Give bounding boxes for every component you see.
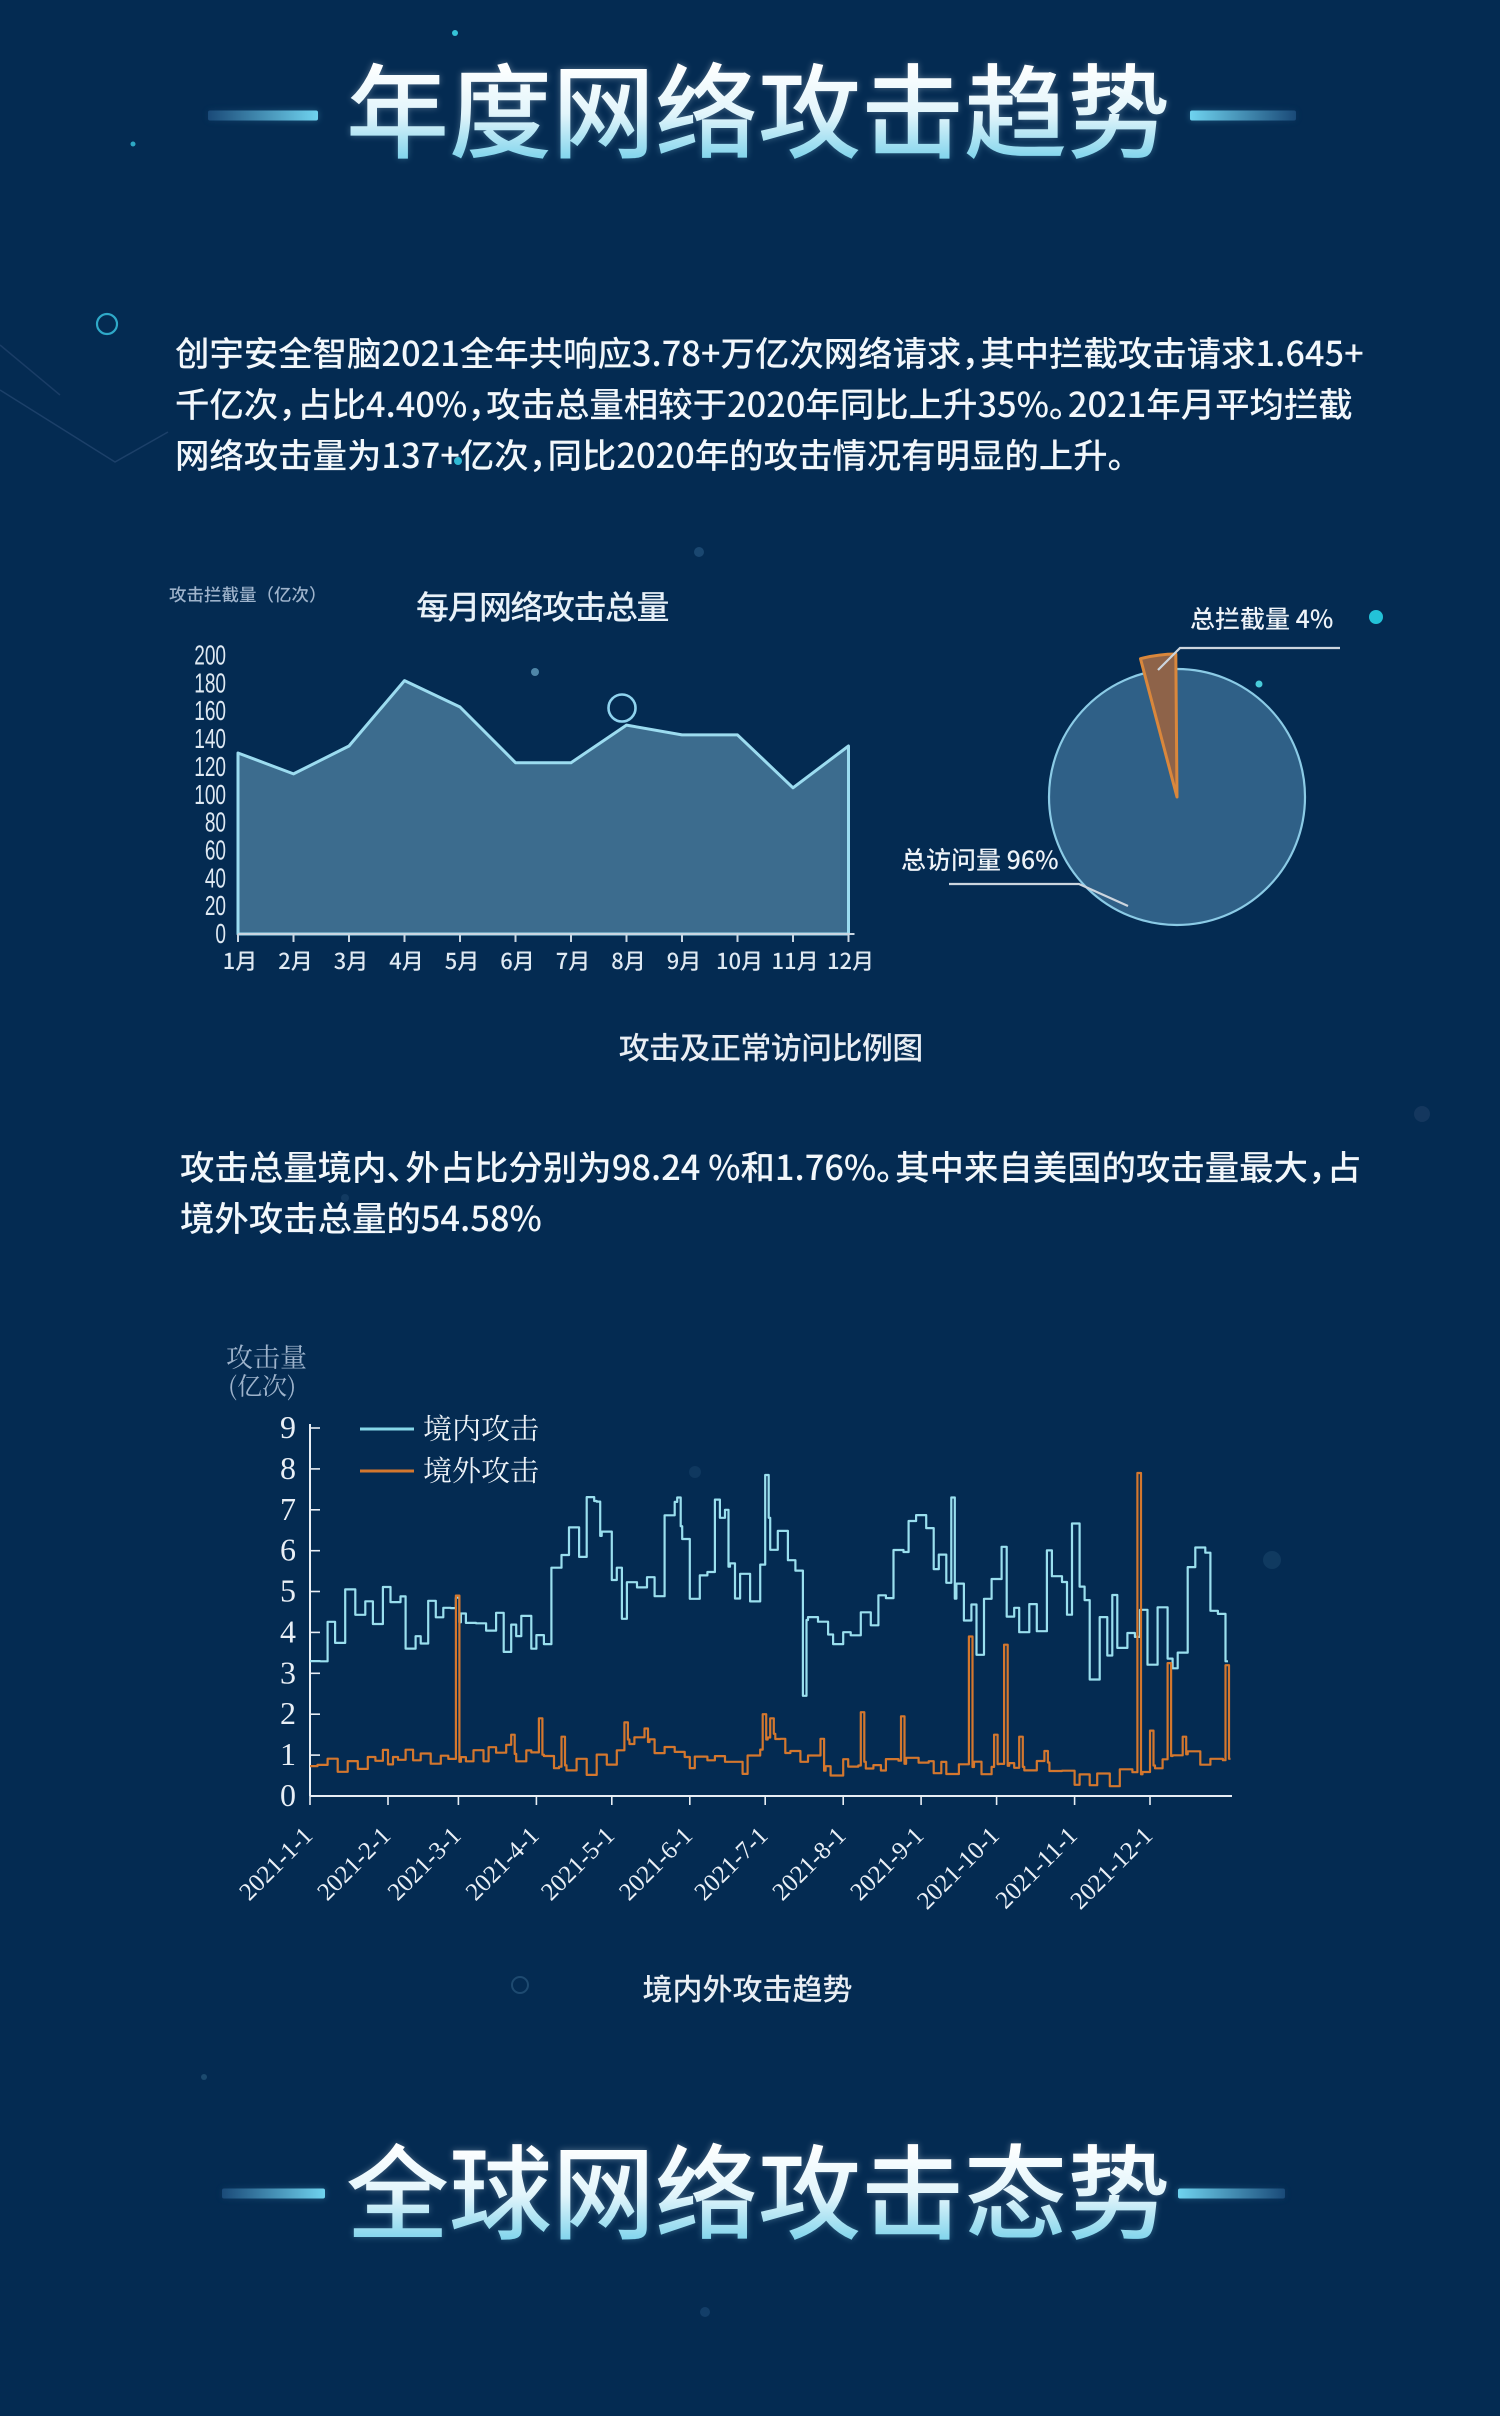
svg-text:120: 120 <box>194 751 226 783</box>
svg-text:100: 100 <box>194 779 226 811</box>
svg-text:200: 200 <box>194 640 226 672</box>
svg-text:80: 80 <box>205 807 226 839</box>
svg-text:180: 180 <box>194 668 226 700</box>
svg-text:8: 8 <box>280 1450 296 1486</box>
svg-text:2: 2 <box>280 1695 296 1731</box>
svg-text:0: 0 <box>280 1777 296 1813</box>
svg-text:7: 7 <box>280 1491 296 1527</box>
svg-text:3: 3 <box>280 1654 296 1690</box>
svg-text:60: 60 <box>205 835 226 867</box>
svg-text:9: 9 <box>280 1409 296 1445</box>
svg-text:140: 140 <box>194 723 226 755</box>
svg-text:0: 0 <box>215 918 226 950</box>
svg-text:40: 40 <box>205 863 226 895</box>
svg-text:1: 1 <box>280 1736 296 1772</box>
svg-text:20: 20 <box>205 891 226 923</box>
svg-text:4: 4 <box>280 1613 296 1649</box>
svg-text:6: 6 <box>280 1532 296 1568</box>
svg-text:5: 5 <box>280 1573 296 1609</box>
svg-text:160: 160 <box>194 696 226 728</box>
